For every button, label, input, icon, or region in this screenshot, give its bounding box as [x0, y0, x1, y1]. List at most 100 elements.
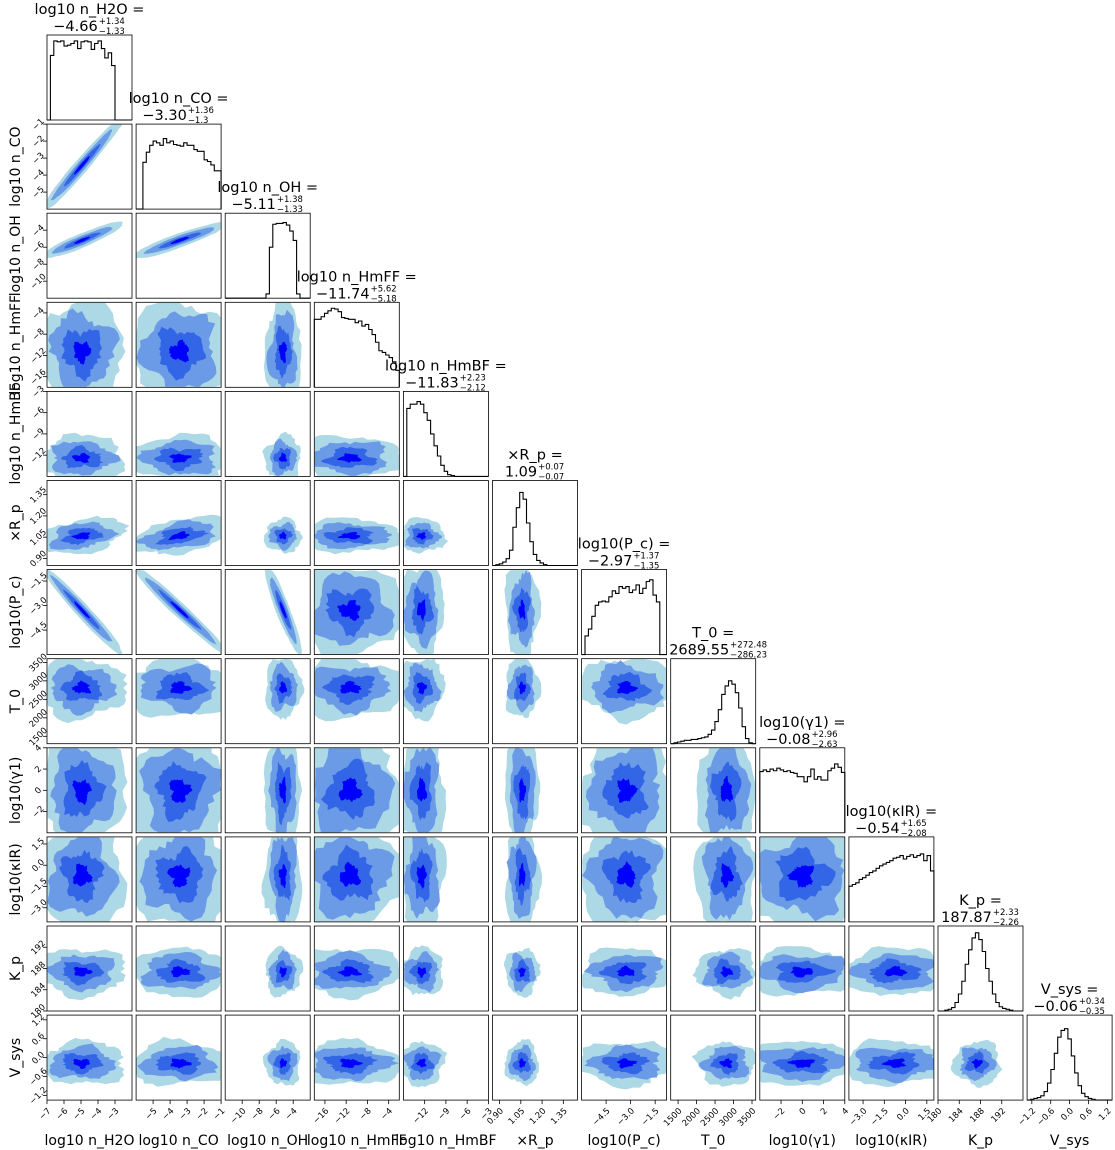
x-tick-label: −3	[105, 1106, 121, 1122]
contour-level-0	[278, 681, 287, 694]
x-tick-label: −10	[229, 1106, 249, 1126]
panel-frame-h2o-kir	[46, 836, 133, 923]
contour-panel-rp-kir	[505, 837, 543, 922]
title-err-plus-oh: +1.38	[277, 195, 303, 205]
contour-panel-kir-vsys	[849, 1038, 934, 1088]
panel-frame-co-g1	[135, 747, 222, 834]
panel-frame-t0-g1	[670, 747, 757, 834]
histogram-kp	[938, 932, 1023, 1012]
y-tick-label: −6	[31, 240, 47, 256]
histogram-layer	[47, 40, 1113, 1101]
contour-panel-co-hmff	[136, 302, 221, 387]
y-tick-label: −4	[31, 306, 47, 322]
contour-panel-h2o-oh	[47, 221, 124, 259]
y-tick-label: −12	[29, 446, 49, 466]
x-tick-label: −4	[160, 1106, 176, 1122]
panel-frame-hmff-vsys	[313, 1014, 400, 1101]
contour-panel-h2o-kir	[47, 837, 128, 922]
title-err-minus-t0: −286.23	[730, 651, 767, 661]
x-tick-label: −3.0	[848, 1106, 870, 1128]
contour-level-0	[616, 965, 635, 977]
y-tick-label: 3500	[28, 652, 50, 674]
y-axis-label-kp: K_p	[8, 956, 24, 981]
panel-frame-hmbf-t0	[402, 658, 489, 745]
contour-level-0	[170, 1058, 192, 1069]
contour-panel-h2o-g1	[47, 748, 128, 833]
y-tick-label: −3.0	[28, 898, 50, 920]
contour-panel-co-kp	[136, 946, 221, 998]
title-err-plus-kir: +1.65	[901, 819, 927, 829]
title-h2o: log10 n_H2O =	[35, 2, 145, 18]
y-tick-label: −4	[31, 168, 47, 184]
panel-frame-hmbf-kp	[402, 925, 489, 1012]
title-value-pc: −2.97	[588, 554, 632, 570]
y-tick-label: 0.90	[28, 549, 48, 569]
y-tick-label: −4.5	[28, 620, 50, 642]
histogram-t0	[670, 680, 756, 745]
panel-frame-h2o-rp	[46, 480, 133, 566]
x-tick-label: 3500	[736, 1106, 758, 1128]
contour-panel-hmbf-pc	[403, 570, 445, 655]
contour-panel-g1-kir	[760, 837, 845, 922]
x-tick-label: −4.5	[591, 1106, 613, 1128]
panel-frame-h2o-h2o	[46, 34, 133, 121]
panel-frame-pc-kp	[581, 925, 667, 1012]
contour-panel-rp-vsys	[504, 1039, 540, 1087]
contour-panel-oh-g1	[263, 748, 302, 833]
y-tick-label: 4	[33, 743, 44, 754]
y-axis-label-g1: log10(γ1)	[8, 757, 24, 824]
contour-level-0	[416, 777, 428, 803]
x-tick-label: −1.2	[1016, 1106, 1038, 1128]
title-value-vsys: −0.06	[1033, 999, 1077, 1015]
title-err-plus-vsys: +0.34	[1079, 997, 1105, 1007]
panel-frame-pc-t0	[581, 658, 667, 745]
title-err-plus-rp: +0.07	[538, 463, 564, 473]
contour-level-0	[337, 531, 362, 540]
title-hmbf: log10 n_HmBF =	[385, 358, 507, 374]
title-value-oh: −5.11	[231, 197, 275, 213]
x-axis-label-kp: K_p	[968, 1133, 993, 1149]
contour-panel-hmff-kp	[314, 948, 399, 1001]
title-err-minus-rp: −0.07	[538, 473, 564, 483]
panel-frame-oh-t0	[224, 658, 311, 745]
title-err-plus-kp: +2.33	[993, 908, 1019, 918]
x-tick-label: −1.5	[869, 1106, 891, 1128]
contour-level-0	[170, 236, 189, 245]
title-kir: log10(κIR) =	[846, 804, 938, 820]
contour-panel-co-t0	[136, 659, 221, 718]
contour-panel-pc-g1	[582, 748, 667, 833]
panel-frame-hmff-g1	[313, 747, 400, 834]
y-tick-label: 2	[33, 764, 44, 775]
x-tick-label: −5	[71, 1106, 87, 1122]
title-err-plus-g1: +2.96	[812, 730, 838, 740]
panel-frame-hmff-pc	[313, 569, 400, 655]
x-tick-label: −4	[284, 1106, 300, 1122]
y-tick-label: 0.0	[30, 858, 47, 875]
contour-panel-rp-t0	[505, 659, 542, 719]
x-tick-label: 192	[990, 1106, 1009, 1125]
contour-level-0	[338, 777, 363, 802]
title-vsys: V_sys =	[1041, 982, 1099, 998]
contour-level-0	[417, 967, 427, 979]
y-tick-label: −6	[31, 405, 47, 421]
y-tick-label: 192	[29, 939, 48, 958]
panel-frame-co-hmff	[135, 301, 222, 388]
panel-frame-rp-kir	[492, 836, 578, 923]
x-tick-label: 0	[798, 1106, 809, 1117]
contour-panel-hmff-vsys	[314, 1038, 399, 1085]
contour-panel-t0-kp	[692, 948, 756, 1000]
y-tick-label: −12	[29, 346, 49, 366]
contour-level-0	[72, 778, 93, 806]
contour-level-0	[169, 339, 190, 363]
contour-panel-pc-vsys	[582, 1040, 667, 1090]
histogram-vsys	[1027, 1028, 1113, 1101]
panel-frame-co-rp	[135, 480, 222, 566]
contour-level-0	[170, 601, 189, 619]
title-oh: log10 n_OH =	[217, 180, 318, 196]
y-tick-label: 2000	[28, 707, 50, 729]
panel-frame-hmff-kp	[313, 925, 400, 1012]
x-tick-label: −6	[54, 1106, 70, 1122]
contour-level-0	[337, 966, 363, 977]
panel-frame-pc-g1	[581, 747, 667, 834]
